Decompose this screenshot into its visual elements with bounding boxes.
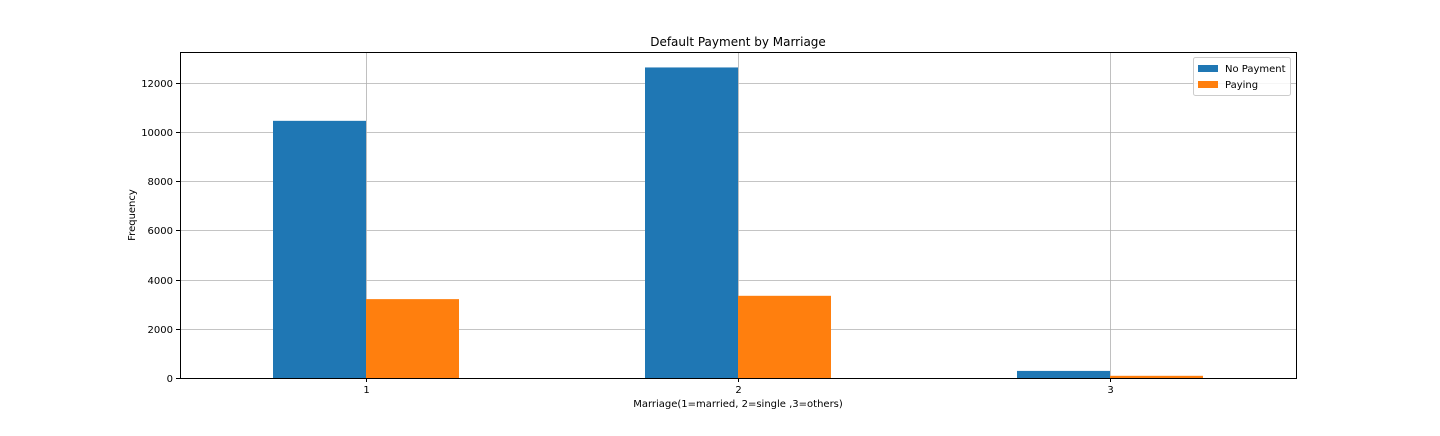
bar-no-payment-1: [273, 120, 366, 378]
y-tick-label: 10000: [141, 128, 173, 139]
y-tick-label: 12000: [141, 79, 173, 90]
bar-paying-1: [366, 299, 459, 378]
bars: [273, 67, 1203, 378]
legend-swatch: [1198, 65, 1218, 72]
y-tick-label: 8000: [148, 177, 173, 188]
x-axis-label: Marriage(1=married, 2=single ,3=others): [633, 399, 843, 410]
legend-swatch: [1198, 81, 1218, 88]
bar-no-payment-2: [645, 67, 738, 378]
legend-label: Paying: [1225, 80, 1258, 91]
y-tick-label: 4000: [148, 276, 173, 287]
legend: No Payment Paying: [1193, 57, 1291, 96]
y-tick-label: 6000: [148, 226, 173, 237]
x-tick-label: 3: [1107, 385, 1113, 396]
bar-paying-2: [738, 295, 831, 378]
x-tick-label: 2: [735, 385, 741, 396]
legend-label: No Payment: [1225, 64, 1286, 75]
axis-ticks: 0 2000 4000 6000 8000 10000 12000 1 2 3: [141, 79, 1114, 396]
y-tick-label: 2000: [148, 325, 173, 336]
x-tick-label: 1: [363, 385, 369, 396]
bar-paying-3: [1110, 375, 1203, 378]
chart-title: Default Payment by Marriage: [650, 35, 826, 49]
y-axis-label: Frequency: [127, 189, 138, 241]
bar-no-payment-3: [1017, 370, 1110, 378]
y-tick-label: 0: [167, 374, 173, 385]
